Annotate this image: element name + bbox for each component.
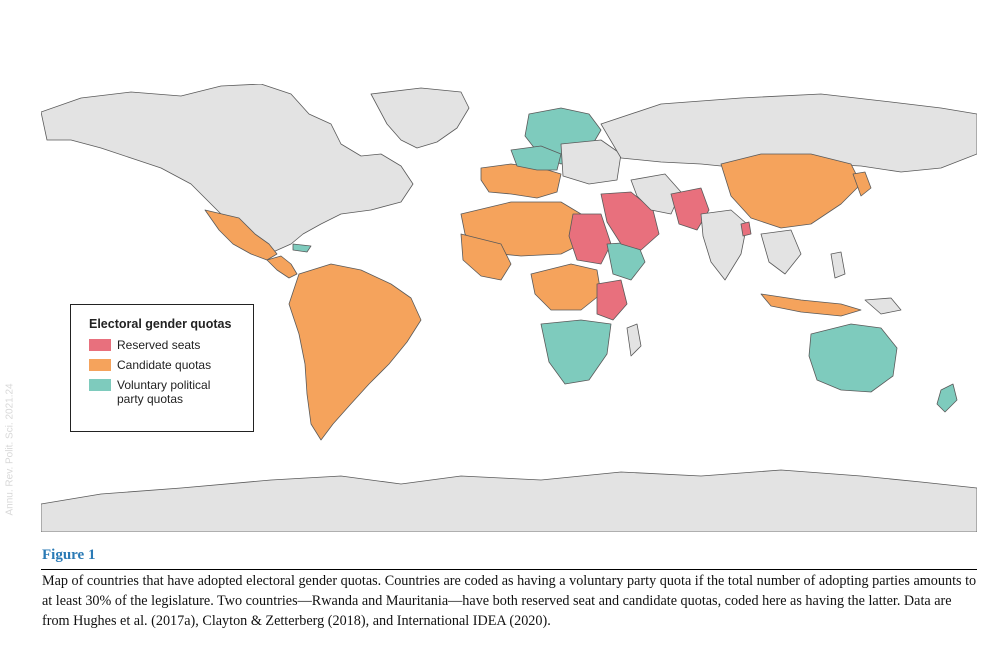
legend-item-voluntary-party-quotas: Voluntary political party quotas [89,378,243,406]
region-west-africa [460,233,512,281]
legend-item-candidate-quotas: Candidate quotas [89,358,243,372]
legend-swatch [89,339,111,351]
region-madagascar [626,323,642,357]
world-map [41,84,977,532]
region-australia [808,323,898,393]
region-southeast-asia [760,229,802,275]
caption-divider [41,569,977,570]
region-south-america [288,263,422,441]
region-north-america [41,84,414,255]
region-eastern-europe [560,139,622,185]
legend-label: Candidate quotas [117,358,212,372]
region-new-guinea [864,297,902,315]
map-legend: Electoral gender quotas Reserved seats C… [70,304,254,432]
legend-label: Reserved seats [117,338,201,352]
figure-label: Figure 1 [42,547,96,563]
region-india [700,209,748,281]
legend-item-reserved-seats: Reserved seats [89,338,243,352]
region-philippines [830,251,846,279]
legend-swatch [89,379,111,391]
region-china [720,153,862,229]
region-central-america [266,255,298,279]
figure-caption: Map of countries that have adopted elect… [42,573,977,629]
region-southern-africa [540,319,612,385]
region-sudan [568,213,612,265]
region-tanzania [596,279,628,321]
region-iran [630,173,682,215]
side-watermark: Annu. Rev. Polit. Sci. 2021.24 [4,383,16,516]
region-korea-japan [852,171,872,197]
region-caribbean [292,243,312,253]
legend-title: Electoral gender quotas [89,317,232,331]
region-greenland [370,87,470,149]
legend-label: Voluntary political party quotas [117,378,211,406]
region-antarctica [41,469,977,532]
region-bangladesh [740,221,752,237]
region-arabia [600,191,660,251]
region-central-africa [530,263,602,311]
region-new-zealand [936,383,958,413]
region-central-europe [510,145,562,171]
region-mexico [204,209,278,261]
region-indonesia [760,293,862,317]
legend-swatch [89,359,111,371]
region-russia [600,93,977,173]
